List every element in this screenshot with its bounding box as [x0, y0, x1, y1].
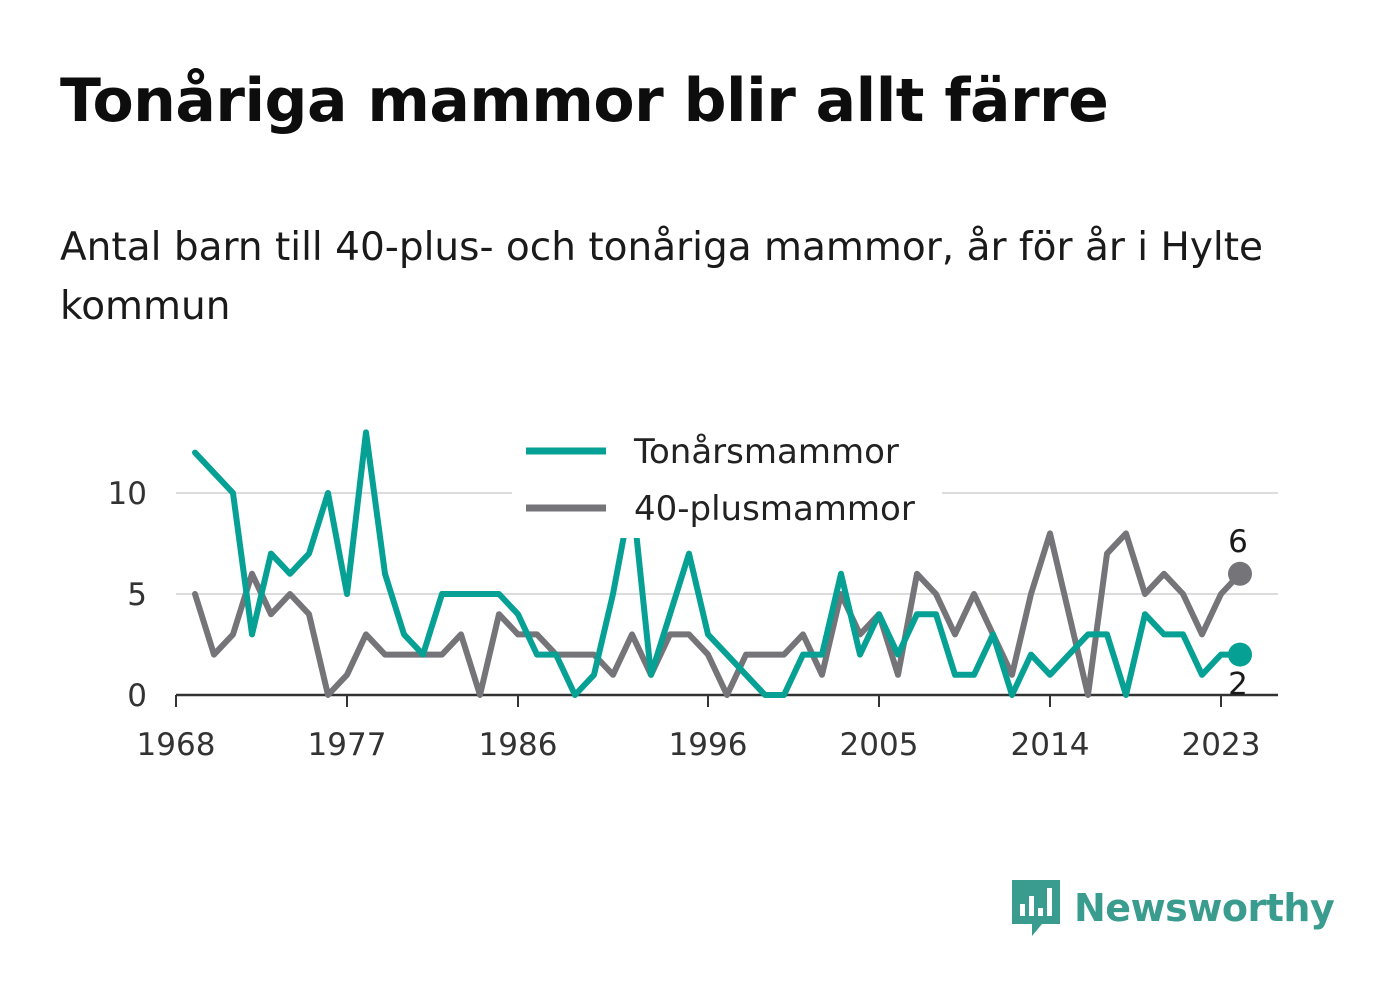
x-tick-label-1996: 1996 — [669, 727, 748, 763]
brand-name: Newsworthy — [1074, 886, 1335, 930]
x-tick-label-1977: 1977 — [308, 727, 387, 763]
chart-subtitle: Antal barn till 40-plus- och tonåriga ma… — [60, 225, 1264, 329]
legend-label-0: Tonårsmammor — [633, 432, 899, 472]
x-tick-label-1986: 1986 — [479, 727, 558, 763]
x-tick-label-2023: 2023 — [1182, 727, 1261, 763]
legend-label-1: 40-plusmammor — [634, 489, 915, 529]
end-label-1: 6 — [1228, 524, 1248, 560]
y-axis: 0 5 10 — [108, 476, 147, 714]
end-marker-0 — [1228, 642, 1252, 667]
chart-title: Tonåriga mammor blir allt färre — [60, 66, 1109, 136]
series-line-40-plusmammor — [192, 530, 1243, 698]
end-marker-1 — [1228, 561, 1252, 586]
end-markers: 26 — [1228, 524, 1252, 703]
y-tick-label-10: 10 — [108, 476, 147, 512]
x-tick-label-2005: 2005 — [840, 727, 919, 763]
newsworthy-logo-icon — [1012, 880, 1060, 936]
y-tick-label-5: 5 — [127, 577, 147, 613]
x-axis: 1968 1977 1986 1996 2005 2014 2023 — [137, 695, 1261, 763]
x-tick-label-1968: 1968 — [137, 727, 216, 763]
y-tick-label-0: 0 — [127, 678, 147, 714]
series-line-tonarsmammor — [192, 429, 1243, 698]
brand-logo: Newsworthy — [1010, 878, 1335, 938]
end-label-0: 2 — [1228, 667, 1248, 703]
legend: Tonårsmammor 40-plusmammor — [512, 428, 942, 538]
series-lines — [192, 429, 1243, 698]
x-tick-label-2014: 2014 — [1011, 727, 1090, 763]
legend-background — [512, 428, 942, 538]
